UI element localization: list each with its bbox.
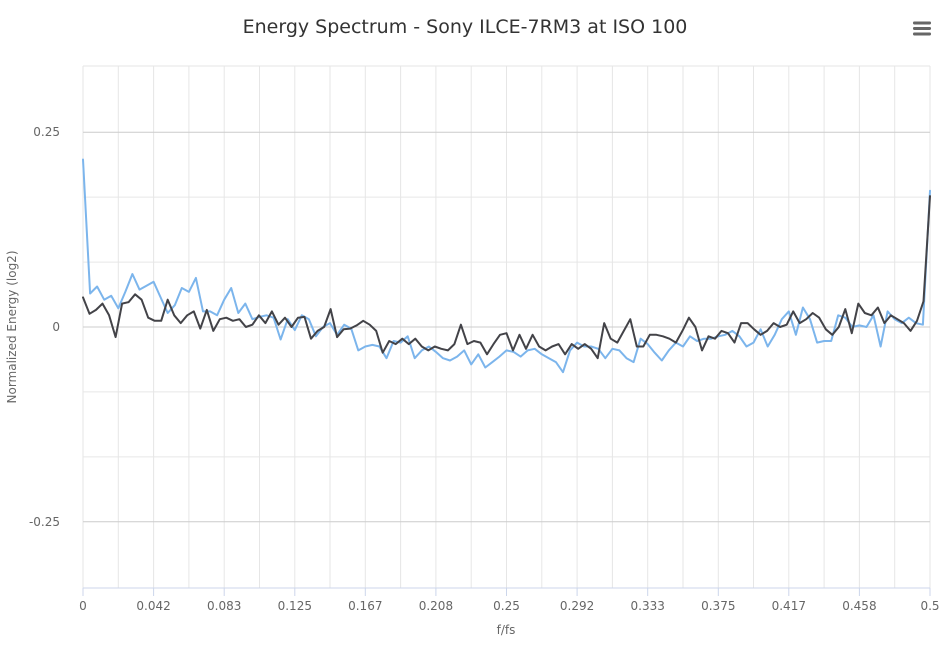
y-tick-label: 0: [52, 320, 60, 334]
x-tick-label: 0.5: [920, 599, 939, 613]
x-tick-label: 0.083: [207, 599, 241, 613]
x-tick-label: 0.125: [278, 599, 312, 613]
x-axis-labels: 0 0.042 0.083 0.125 0.167 0.208 0.25 0.292 0.333…: [79, 599, 939, 613]
x-tick-label: 0.208: [419, 599, 453, 613]
x-tick-label: 0.375: [701, 599, 735, 613]
x-tick-label: 0.417: [772, 599, 806, 613]
series-line-1: [82, 158, 931, 374]
series-line-2: [82, 195, 931, 360]
series-area: [82, 158, 931, 374]
x-tick-label: 0.333: [631, 599, 665, 613]
y-axis-labels: 0.25 0 -0.25: [29, 125, 60, 529]
chart-title: Energy Spectrum - Sony ILCE-7RM3 at ISO …: [243, 16, 688, 38]
x-tick-label: 0.042: [136, 599, 170, 613]
x-tick-label: 0.292: [560, 599, 594, 613]
menu-icon[interactable]: [908, 16, 936, 40]
x-tick-label: 0.458: [842, 599, 876, 613]
grid: [82, 65, 931, 596]
x-tick-label: 0.25: [493, 599, 520, 613]
y-tick-label: -0.25: [29, 515, 60, 529]
x-tick-label: 0: [79, 599, 87, 613]
y-tick-label: 0.25: [33, 125, 60, 139]
y-axis-title: Normalized Energy (log2): [5, 251, 19, 404]
x-tick-label: 0.167: [348, 599, 382, 613]
x-axis-title: f/fs: [497, 623, 516, 637]
